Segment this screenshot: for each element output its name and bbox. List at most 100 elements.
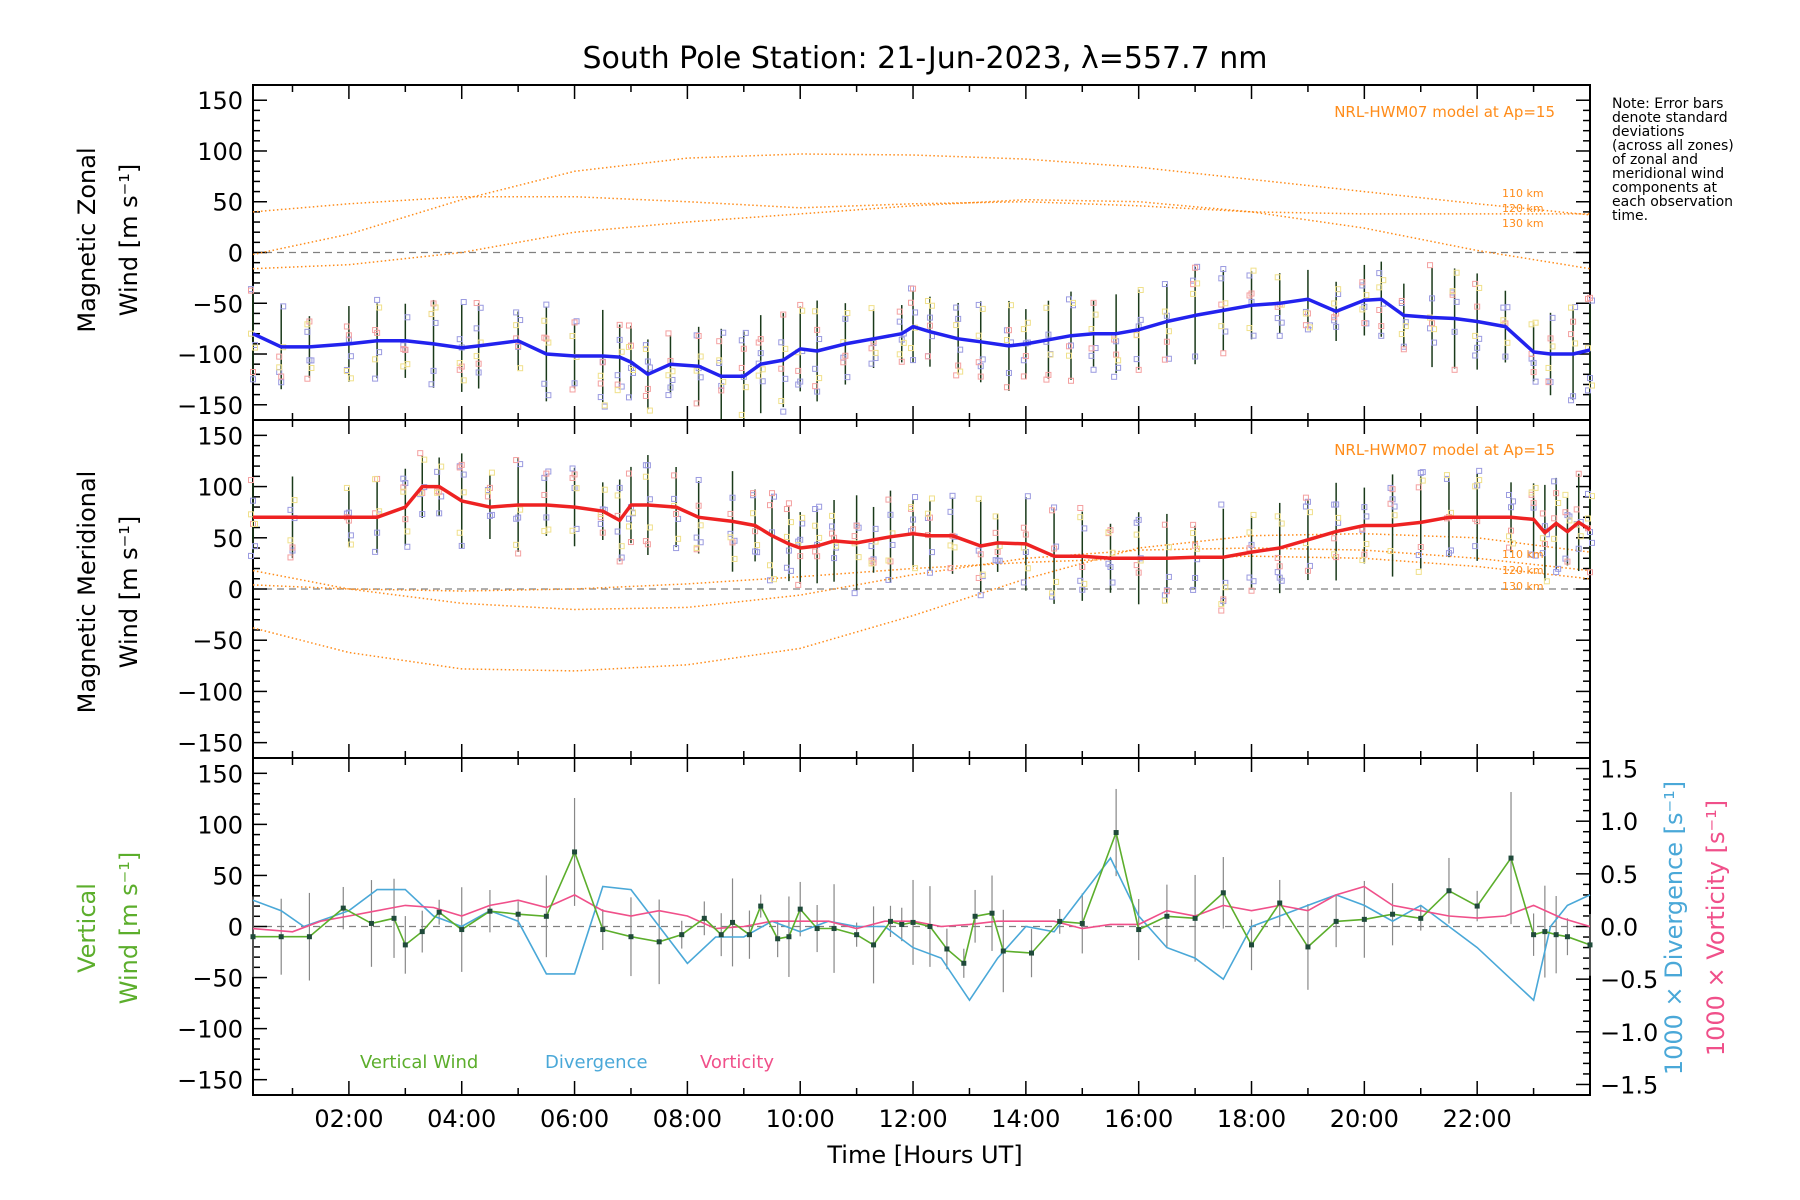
zone-marker <box>627 539 634 546</box>
zonal-ylabel-1: Magnetic Zonal <box>73 147 101 332</box>
zone-marker <box>400 484 407 491</box>
zone-marker <box>697 353 704 360</box>
zone-marker <box>513 541 520 548</box>
zone-marker <box>947 565 954 572</box>
zone-marker <box>517 365 524 372</box>
zonal-altitude-labels: 110 km 120 km 130 km <box>1502 187 1544 230</box>
zone-marker <box>1577 533 1584 540</box>
zone-marker <box>671 472 678 479</box>
zone-marker <box>347 541 354 548</box>
zone-marker <box>541 491 548 498</box>
y2-tick-label: −0.5 <box>1600 966 1658 994</box>
zone-marker <box>1133 356 1140 363</box>
zone-marker <box>693 400 700 407</box>
zone-marker <box>304 328 311 335</box>
zone-marker <box>816 534 823 541</box>
zone-marker <box>1218 601 1225 608</box>
zone-marker <box>994 548 1001 555</box>
zone-marker <box>910 516 917 523</box>
zone-marker <box>1585 515 1591 522</box>
model-curve <box>252 195 1590 215</box>
zone-marker <box>1274 554 1281 561</box>
zone-marker <box>1449 288 1456 295</box>
y-tick-label: 50 <box>212 862 243 890</box>
zone-marker <box>642 392 649 399</box>
vertical-wind-point <box>1474 903 1480 909</box>
zone-marker <box>840 359 847 366</box>
zone-marker <box>1506 544 1513 551</box>
x-tick-label: 16:00 <box>1104 1105 1173 1133</box>
zone-marker <box>1190 290 1197 297</box>
zone-marker <box>1022 531 1029 538</box>
vertical-wind-point <box>572 849 578 855</box>
zone-marker <box>1161 521 1168 528</box>
zone-marker <box>646 364 653 371</box>
zone-marker <box>280 303 287 310</box>
zone-marker <box>432 319 439 326</box>
zone-marker <box>1003 384 1010 391</box>
zone-marker <box>898 358 905 365</box>
zone-marker <box>1331 317 1338 324</box>
meridional-ylabel-1: Magnetic Meridional <box>73 471 101 714</box>
zone-marker <box>1161 281 1168 288</box>
zone-marker <box>646 407 653 414</box>
y-tick-label: 50 <box>212 189 243 217</box>
zone-marker <box>771 576 778 583</box>
zone-marker <box>812 308 819 315</box>
zone-marker <box>515 343 522 350</box>
zone-marker <box>1553 490 1560 497</box>
zone-marker <box>614 492 621 499</box>
zone-marker <box>669 376 676 383</box>
zone-marker <box>1115 357 1122 364</box>
zone-marker <box>816 503 823 510</box>
zone-marker <box>1220 350 1227 357</box>
vertical-wind-point <box>419 929 425 935</box>
zone-marker <box>1065 296 1072 303</box>
zone-marker <box>248 287 254 294</box>
zone-marker <box>1427 262 1434 269</box>
vertical-wind-point <box>1542 929 1548 935</box>
zone-marker <box>1049 593 1056 600</box>
zone-marker <box>1376 306 1383 313</box>
vertical-wind-point <box>1249 942 1255 948</box>
vertical-wind-point <box>718 932 724 938</box>
zone-marker <box>979 571 986 578</box>
vertical-wind-point <box>1508 855 1514 861</box>
zone-marker <box>957 368 964 375</box>
zone-marker <box>1111 336 1118 343</box>
zone-marker <box>1585 387 1591 394</box>
vertical-wind-point <box>910 919 916 925</box>
x-tick-label: 12:00 <box>878 1105 947 1133</box>
y-tick-label: 150 <box>197 422 243 450</box>
vorticity-axis-label: 1000 × Vorticity [s⁻¹] <box>1702 800 1730 1056</box>
zone-marker <box>953 304 960 311</box>
zone-marker <box>727 530 734 537</box>
zone-marker <box>1504 304 1511 311</box>
zone-marker <box>1105 529 1112 536</box>
zone-marker <box>716 357 723 364</box>
zone-marker <box>868 543 875 550</box>
zone-marker <box>1053 578 1060 585</box>
zone-marker <box>1376 284 1383 291</box>
zone-marker <box>1250 332 1257 339</box>
zone-marker <box>975 574 982 581</box>
zone-marker <box>1387 548 1394 555</box>
zone-marker <box>347 532 354 539</box>
zone-marker <box>842 352 849 359</box>
zone-marker <box>1335 514 1342 521</box>
zone-marker <box>434 489 441 496</box>
vertical-ylabel-2: Wind [m s⁻¹] <box>115 852 143 1004</box>
zone-marker <box>1250 267 1257 274</box>
vertical-wind-point <box>368 920 374 926</box>
zone-marker <box>1024 319 1031 326</box>
vertical-wind-point <box>391 915 397 921</box>
zone-marker <box>1506 533 1513 540</box>
zone-marker <box>599 529 606 536</box>
x-tick-label: 04:00 <box>427 1105 496 1133</box>
zone-marker <box>1415 484 1422 491</box>
zone-marker <box>252 344 258 351</box>
zone-marker <box>1359 279 1366 286</box>
meridional-ylabel-2: Wind [m s⁻¹] <box>115 516 143 668</box>
zone-marker <box>573 525 580 532</box>
vertical-wind-point <box>515 911 521 917</box>
